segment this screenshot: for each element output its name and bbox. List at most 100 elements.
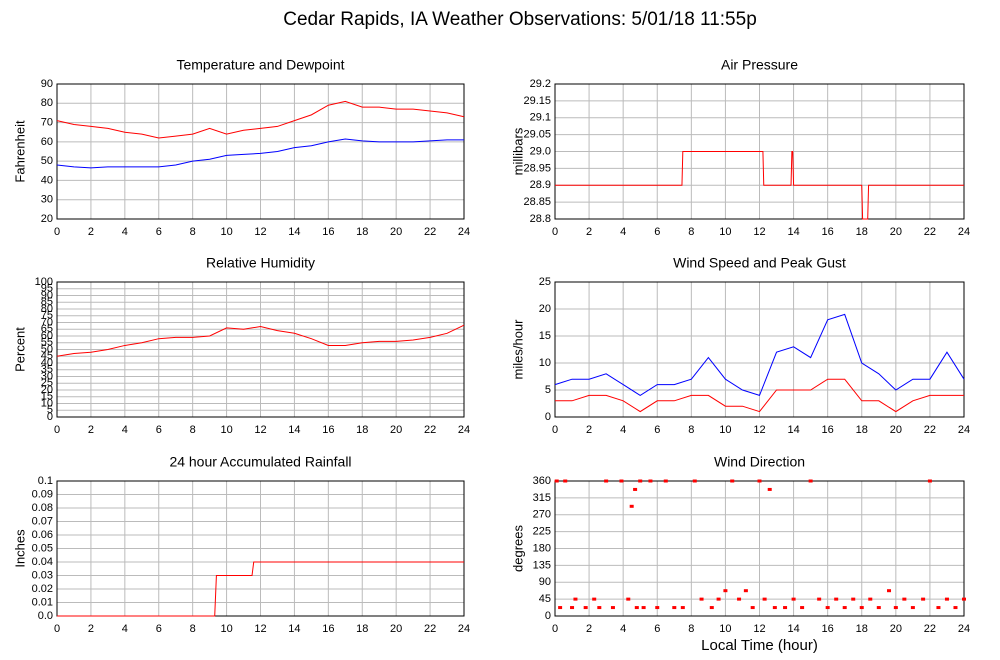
x-tick-label: 12	[254, 226, 266, 238]
chart-title: Air Pressure	[721, 57, 798, 73]
data-point	[825, 606, 830, 610]
data-point	[716, 597, 721, 601]
data-point	[887, 589, 892, 593]
y-tick-label: 28.95	[523, 162, 551, 174]
x-tick-label: 22	[924, 226, 936, 238]
y-tick-label: 0.09	[32, 488, 53, 500]
x-tick-label: 0	[54, 226, 60, 238]
y-tick-label: 55	[41, 337, 53, 349]
x-tick-label: 22	[424, 623, 436, 635]
data-point	[629, 504, 634, 508]
data-point	[962, 597, 966, 601]
x-tick-label: 10	[220, 424, 232, 436]
y-tick-label: 28.9	[530, 179, 551, 191]
x-tick-label: 16	[822, 226, 834, 238]
y-tick-label: 135	[533, 559, 551, 571]
data-point	[910, 606, 915, 610]
data-point	[638, 479, 643, 483]
data-point	[817, 597, 822, 601]
x-tick-label: 22	[424, 226, 436, 238]
data-point	[570, 606, 575, 610]
x-tick-label: 12	[753, 424, 765, 436]
x-tick-label: 14	[787, 623, 799, 635]
x-tick-label: 20	[890, 424, 902, 436]
x-tick-label: 22	[424, 424, 436, 436]
y-tick-label: 95	[41, 283, 53, 295]
data-point	[730, 479, 735, 483]
x-axis-label: Local Time (hour)	[701, 637, 818, 654]
x-tick-label: 8	[190, 226, 196, 238]
data-point	[927, 479, 932, 483]
x-tick-label: 14	[787, 226, 799, 238]
data-line	[555, 378, 964, 413]
x-tick-label: 2	[586, 424, 592, 436]
y-axis-label: Inches	[12, 529, 27, 568]
x-tick-label: 2	[88, 226, 94, 238]
chart-title: 24 hour Accumulated Rainfall	[169, 454, 351, 470]
y-tick-label: 29.05	[523, 129, 551, 141]
x-tick-label: 14	[288, 226, 300, 238]
data-point	[953, 606, 958, 610]
y-tick-label: 10	[41, 397, 53, 409]
chart-title: Temperature and Dewpoint	[176, 57, 344, 73]
y-tick-label: 10	[539, 357, 551, 369]
data-point	[558, 606, 563, 610]
y-tick-label: 40	[41, 174, 53, 186]
data-point	[834, 597, 839, 601]
x-tick-label: 4	[620, 226, 626, 238]
data-point	[737, 597, 742, 601]
data-line	[56, 100, 465, 139]
y-tick-label: 0.05	[32, 542, 53, 554]
y-tick-label: 40	[41, 357, 53, 369]
data-point	[842, 606, 847, 610]
data-point	[583, 606, 588, 610]
y-tick-label: 0.06	[32, 529, 53, 541]
x-tick-label: 6	[156, 424, 162, 436]
x-tick-label: 16	[322, 424, 334, 436]
chart-title: Relative Humidity	[206, 255, 315, 271]
x-tick-label: 18	[356, 424, 368, 436]
x-tick-label: 4	[620, 424, 626, 436]
data-point	[641, 606, 646, 610]
data-point	[663, 479, 668, 483]
y-tick-label: 25	[539, 276, 551, 288]
x-tick-label: 24	[458, 623, 470, 635]
x-tick-label: 4	[620, 623, 626, 635]
y-tick-label: 0.02	[32, 583, 53, 595]
x-tick-label: 10	[719, 226, 731, 238]
y-tick-label: 85	[41, 296, 53, 308]
y-tick-label: 0.08	[32, 502, 53, 514]
y-tick-label: 60	[41, 330, 53, 342]
data-point	[692, 479, 697, 483]
data-point	[680, 606, 685, 610]
data-point	[709, 606, 714, 610]
data-point	[626, 597, 631, 601]
x-tick-label: 0	[552, 424, 558, 436]
data-point	[610, 606, 615, 610]
data-point	[563, 479, 568, 483]
y-tick-label: 5	[47, 404, 53, 416]
y-tick-label: 0.07	[32, 515, 53, 527]
y-tick-label: 50	[41, 155, 53, 167]
y-tick-label: 15	[539, 330, 551, 342]
data-point	[762, 597, 767, 601]
data-point	[723, 589, 728, 593]
x-tick-label: 6	[654, 424, 660, 436]
data-point	[876, 606, 881, 610]
x-tick-label: 20	[390, 424, 402, 436]
x-tick-label: 10	[220, 226, 232, 238]
plot-frame	[56, 281, 465, 418]
plot-frame	[554, 83, 965, 220]
data-point	[743, 589, 748, 593]
x-tick-label: 12	[753, 226, 765, 238]
x-tick-label: 2	[586, 226, 592, 238]
chart-title: Wind Direction	[714, 454, 805, 470]
x-tick-label: 4	[122, 226, 128, 238]
y-tick-label: 28.85	[523, 196, 551, 208]
x-tick-label: 6	[654, 226, 660, 238]
y-tick-label: 28.8	[530, 213, 551, 225]
data-line	[56, 324, 465, 357]
y-tick-label: 20	[41, 384, 53, 396]
